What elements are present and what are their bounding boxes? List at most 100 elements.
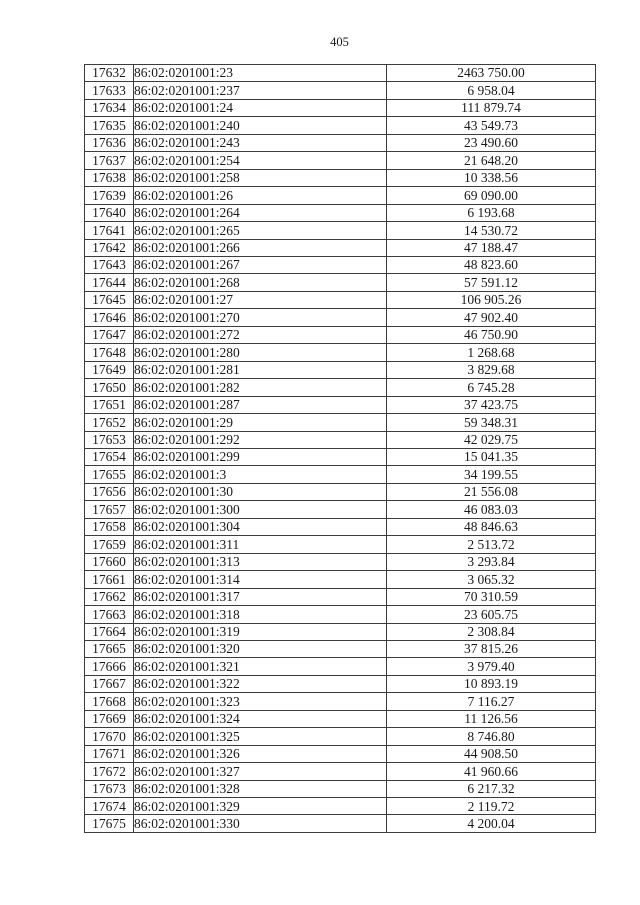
table-row: 17672 86:02:0201001:327 41 960.66	[84, 762, 596, 781]
row-value-cell: 6 217.32	[386, 779, 596, 799]
row-id-cell: 17672	[84, 762, 134, 781]
row-value-cell: 10 338.56	[386, 168, 596, 188]
row-code-cell: 86:02:0201001:292	[133, 430, 387, 449]
row-value-cell: 37 423.75	[386, 395, 596, 415]
row-value-cell: 23 490.60	[386, 133, 596, 153]
row-id-cell: 17663	[84, 605, 134, 624]
row-value-cell: 8 746.80	[386, 727, 596, 746]
table-row: 17638 86:02:0201001:258 10 338.56	[84, 168, 596, 188]
row-code-cell: 86:02:0201001:264	[133, 203, 387, 223]
row-id-cell: 17639	[84, 186, 134, 205]
row-value-cell: 1 268.68	[386, 343, 596, 362]
row-id-cell: 17645	[84, 290, 134, 310]
row-code-cell: 86:02:0201001:317	[133, 587, 387, 607]
row-value-cell: 6 958.04	[386, 81, 596, 100]
row-id-cell: 17652	[84, 413, 134, 432]
row-code-cell: 86:02:0201001:313	[133, 552, 387, 572]
row-value-cell: 47 188.47	[386, 238, 596, 257]
row-value-cell: 2 513.72	[386, 535, 596, 554]
table-row: 17655 86:02:0201001:3 34 199.55	[84, 465, 596, 484]
row-code-cell: 86:02:0201001:314	[133, 570, 387, 589]
row-value-cell: 2 119.72	[386, 797, 596, 816]
row-value-cell: 111 879.74	[386, 98, 596, 118]
row-code-cell: 86:02:0201001:272	[133, 325, 387, 345]
table-row: 17644 86:02:0201001:268 57 591.12	[84, 273, 596, 292]
row-value-cell: 10 893.19	[386, 674, 596, 694]
row-value-cell: 14 530.72	[386, 221, 596, 240]
row-id-cell: 17660	[84, 552, 134, 572]
row-code-cell: 86:02:0201001:265	[133, 221, 387, 240]
table-row: 17648 86:02:0201001:280 1 268.68	[84, 343, 596, 362]
table-row: 17632 86:02:0201001:23 2463 750.00	[84, 63, 596, 83]
row-id-cell: 17641	[84, 221, 134, 240]
table-row: 17669 86:02:0201001:324 11 126.56	[84, 709, 596, 729]
row-id-cell: 17654	[84, 447, 134, 467]
row-id-cell: 17666	[84, 657, 134, 676]
row-id-cell: 17646	[84, 308, 134, 327]
table-row: 17652 86:02:0201001:29 59 348.31	[84, 413, 596, 432]
row-id-cell: 17653	[84, 430, 134, 449]
row-code-cell: 86:02:0201001:237	[133, 81, 387, 100]
row-id-cell: 17636	[84, 133, 134, 153]
table-row: 17645 86:02:0201001:27 106 905.26	[84, 290, 596, 310]
row-code-cell: 86:02:0201001:258	[133, 168, 387, 188]
table-row: 17665 86:02:0201001:320 37 815.26	[84, 639, 596, 659]
row-value-cell: 41 960.66	[386, 762, 596, 781]
row-value-cell: 11 126.56	[386, 709, 596, 729]
row-code-cell: 86:02:0201001:318	[133, 605, 387, 624]
row-id-cell: 17668	[84, 692, 134, 711]
row-code-cell: 86:02:0201001:268	[133, 273, 387, 292]
row-code-cell: 86:02:0201001:287	[133, 395, 387, 415]
row-code-cell: 86:02:0201001:280	[133, 343, 387, 362]
row-code-cell: 86:02:0201001:23	[133, 63, 387, 83]
row-code-cell: 86:02:0201001:3	[133, 465, 387, 484]
row-id-cell: 17661	[84, 570, 134, 589]
row-code-cell: 86:02:0201001:311	[133, 535, 387, 554]
row-code-cell: 86:02:0201001:282	[133, 378, 387, 397]
row-id-cell: 17667	[84, 674, 134, 694]
row-value-cell: 6 193.68	[386, 203, 596, 223]
row-value-cell: 34 199.55	[386, 465, 596, 484]
table-row: 17666 86:02:0201001:321 3 979.40	[84, 657, 596, 676]
row-code-cell: 86:02:0201001:328	[133, 779, 387, 799]
row-code-cell: 86:02:0201001:319	[133, 622, 387, 641]
row-value-cell: 3 829.68	[386, 360, 596, 380]
table-row: 17658 86:02:0201001:304 48 846.63	[84, 517, 596, 537]
row-id-cell: 17665	[84, 639, 134, 659]
row-id-cell: 17656	[84, 482, 134, 502]
row-id-cell: 17633	[84, 81, 134, 100]
row-value-cell: 3 065.32	[386, 570, 596, 589]
row-value-cell: 43 549.73	[386, 116, 596, 135]
row-value-cell: 2463 750.00	[386, 63, 596, 83]
row-code-cell: 86:02:0201001:243	[133, 133, 387, 153]
row-id-cell: 17674	[84, 797, 134, 816]
row-id-cell: 17643	[84, 255, 134, 275]
row-code-cell: 86:02:0201001:270	[133, 308, 387, 327]
table-row: 17668 86:02:0201001:323 7 116.27	[84, 692, 596, 711]
row-value-cell: 3 979.40	[386, 657, 596, 676]
table-row: 17667 86:02:0201001:322 10 893.19	[84, 674, 596, 694]
row-id-cell: 17651	[84, 395, 134, 415]
row-value-cell: 48 846.63	[386, 517, 596, 537]
table-row: 17673 86:02:0201001:328 6 217.32	[84, 779, 596, 799]
row-id-cell: 17669	[84, 709, 134, 729]
row-value-cell: 44 908.50	[386, 744, 596, 764]
table-row: 17661 86:02:0201001:314 3 065.32	[84, 570, 596, 589]
row-value-cell: 42 029.75	[386, 430, 596, 449]
table-row: 17635 86:02:0201001:240 43 549.73	[84, 116, 596, 135]
row-id-cell: 17647	[84, 325, 134, 345]
row-id-cell: 17673	[84, 779, 134, 799]
row-id-cell: 17637	[84, 151, 134, 170]
row-value-cell: 21 648.20	[386, 151, 596, 170]
row-id-cell: 17675	[84, 814, 134, 833]
table-row: 17636 86:02:0201001:243 23 490.60	[84, 133, 596, 153]
row-code-cell: 86:02:0201001:300	[133, 500, 387, 519]
row-value-cell: 37 815.26	[386, 639, 596, 659]
row-code-cell: 86:02:0201001:26	[133, 186, 387, 205]
table-row: 17664 86:02:0201001:319 2 308.84	[84, 622, 596, 641]
row-value-cell: 57 591.12	[386, 273, 596, 292]
table-row: 17650 86:02:0201001:282 6 745.28	[84, 378, 596, 397]
row-code-cell: 86:02:0201001:266	[133, 238, 387, 257]
table-row: 17662 86:02:0201001:317 70 310.59	[84, 587, 596, 607]
table-row: 17651 86:02:0201001:287 37 423.75	[84, 395, 596, 415]
